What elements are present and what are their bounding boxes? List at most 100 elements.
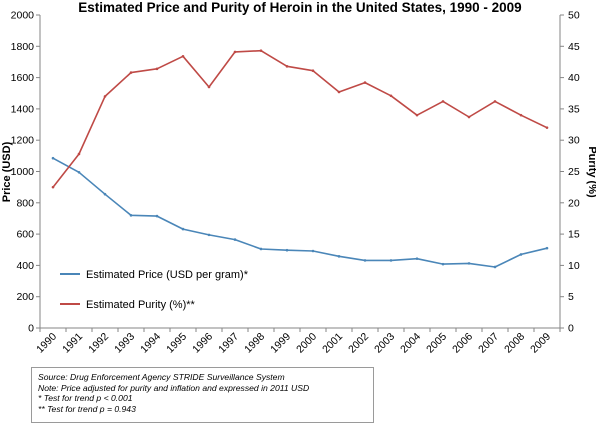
x-tick-label: 1999 bbox=[268, 331, 293, 356]
price-data-point bbox=[415, 257, 419, 260]
legend: Estimated Price (USD per gram)* Estimate… bbox=[60, 269, 249, 311]
legend-label-purity: Estimated Purity (%)** bbox=[86, 299, 196, 311]
x-tick-label: 2005 bbox=[424, 331, 449, 356]
x-tick-label: 1994 bbox=[138, 331, 163, 356]
x-tick-label: 2007 bbox=[476, 331, 501, 356]
left-tick-label: 600 bbox=[16, 229, 34, 241]
x-tick-label: 2001 bbox=[320, 331, 345, 356]
purity-data-point bbox=[77, 152, 81, 156]
source-note: Source: Drug Enforcement Agency STRIDE S… bbox=[38, 372, 285, 382]
price-data-point bbox=[207, 233, 211, 237]
purity-data-point bbox=[233, 50, 237, 54]
left-tick-label: 1800 bbox=[11, 41, 35, 53]
purity-data-point bbox=[103, 95, 107, 98]
purity-data-point bbox=[51, 185, 55, 189]
x-tick-label: 1998 bbox=[242, 331, 267, 356]
right-tick-label: 20 bbox=[568, 197, 580, 209]
price-trend-note: * Test for trend p < 0.001 bbox=[38, 393, 133, 404]
left-tick-label: 1400 bbox=[11, 103, 35, 115]
x-tick-label: 1997 bbox=[216, 331, 241, 356]
purity-data-point bbox=[389, 94, 393, 98]
purity-data-point bbox=[311, 69, 315, 73]
purity-data-point bbox=[285, 65, 289, 68]
price-series-line bbox=[52, 157, 548, 268]
x-tick-label: 2006 bbox=[450, 331, 475, 356]
price-data-point bbox=[155, 214, 159, 218]
price-data-point bbox=[77, 170, 81, 174]
purity-data-point bbox=[441, 100, 445, 103]
price-data-point bbox=[363, 259, 367, 262]
right-tick-label: 15 bbox=[568, 229, 580, 241]
right-tick-label: 50 bbox=[568, 10, 580, 22]
plot-frame bbox=[39, 15, 561, 329]
purity-data-point bbox=[519, 113, 523, 117]
right-tick-label: 30 bbox=[568, 135, 580, 147]
adjustment-note: Note: Price adjusted for purity and infl… bbox=[38, 382, 310, 393]
legend-label-price: Estimated Price (USD per gram)* bbox=[86, 269, 249, 281]
price-data-point bbox=[467, 262, 471, 265]
x-tick-label: 2002 bbox=[346, 331, 371, 356]
purity-data-point bbox=[467, 115, 471, 119]
right-tick-label: 5 bbox=[568, 291, 574, 303]
notes-box: Source: Drug Enforcement Agency STRIDE S… bbox=[31, 367, 374, 423]
right-tick-label: 35 bbox=[568, 103, 580, 115]
purity-series-line bbox=[52, 49, 548, 188]
right-tick-label: 25 bbox=[568, 166, 580, 178]
series-layer bbox=[51, 49, 549, 269]
purity-data-point bbox=[545, 126, 549, 129]
right-y-axis: 0 5 10 15 20 25 30 35 40 45 50 bbox=[560, 10, 580, 335]
right-tick-label: 0 bbox=[568, 323, 574, 335]
x-tick-label: 2004 bbox=[398, 331, 423, 356]
price-data-point bbox=[311, 249, 315, 253]
x-tick-label: 1995 bbox=[164, 331, 189, 356]
x-tick-label: 2003 bbox=[372, 331, 397, 356]
purity-data-point bbox=[337, 90, 341, 94]
price-data-point bbox=[129, 214, 133, 217]
price-data-point bbox=[545, 246, 549, 250]
right-axis-title: Purity (%) bbox=[586, 146, 596, 198]
purity-data-point bbox=[259, 49, 263, 52]
purity-data-point bbox=[129, 71, 133, 74]
left-axis-title: Price (USD) bbox=[1, 141, 13, 202]
x-tick-label: 2008 bbox=[502, 331, 527, 356]
purity-data-point bbox=[363, 81, 367, 84]
x-axis: 1990 1991 1992 1993 1994 1995 1996 1997 1998 1999… bbox=[34, 328, 561, 356]
price-data-point bbox=[519, 253, 523, 256]
price-data-point bbox=[441, 262, 445, 266]
purity-trend-note: ** Test for trend p = 0.943 bbox=[38, 403, 136, 414]
price-data-point bbox=[389, 259, 393, 262]
left-y-axis: 0 200 400 600 800 1000 1200 1400 1600 1800 2000 bbox=[11, 10, 40, 335]
x-tick-label: 1990 bbox=[34, 331, 59, 356]
x-tick-label: 1992 bbox=[86, 331, 111, 356]
x-tick-label: 1996 bbox=[190, 331, 215, 356]
x-tick-label: 2000 bbox=[294, 331, 319, 356]
left-tick-label: 1600 bbox=[11, 72, 35, 84]
purity-data-point bbox=[155, 67, 159, 71]
x-tick-label: 1993 bbox=[112, 331, 137, 356]
purity-data-point bbox=[493, 100, 497, 103]
price-data-point bbox=[493, 265, 497, 269]
purity-data-point bbox=[181, 55, 185, 58]
left-tick-label: 200 bbox=[16, 291, 34, 303]
left-tick-label: 0 bbox=[28, 323, 34, 335]
price-data-point bbox=[51, 156, 55, 160]
left-tick-label: 2000 bbox=[11, 10, 35, 22]
left-tick-label: 1200 bbox=[11, 135, 35, 147]
price-data-point bbox=[259, 247, 263, 251]
right-tick-label: 45 bbox=[568, 41, 580, 53]
right-tick-label: 40 bbox=[568, 72, 580, 84]
price-data-point bbox=[233, 238, 237, 241]
x-tick-label: 2009 bbox=[528, 331, 553, 356]
purity-data-point bbox=[415, 113, 419, 117]
x-tick-label: 1991 bbox=[60, 331, 85, 356]
chart-title: Estimated Price and Purity of Heroin in … bbox=[78, 0, 521, 15]
right-tick-label: 10 bbox=[568, 260, 580, 272]
price-data-point bbox=[103, 192, 107, 196]
price-data-point bbox=[337, 255, 341, 258]
left-tick-label: 800 bbox=[16, 197, 34, 209]
left-tick-label: 1000 bbox=[11, 166, 35, 178]
left-tick-label: 400 bbox=[16, 260, 34, 272]
purity-data-point bbox=[207, 85, 211, 89]
price-data-point bbox=[285, 248, 289, 252]
